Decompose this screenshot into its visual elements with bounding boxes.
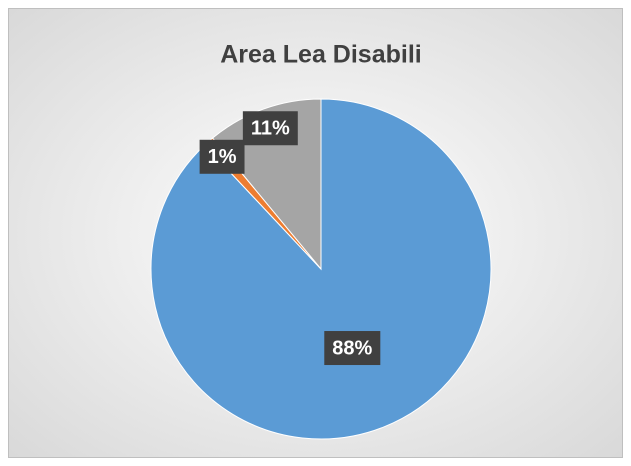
- pie-slice: [150, 98, 492, 440]
- data-label: 1%: [208, 146, 237, 168]
- data-label-box: [242, 111, 298, 146]
- chart-title: Area Lea Disabili: [220, 41, 421, 69]
- data-label-box: [324, 331, 381, 366]
- data-label-box: [199, 139, 245, 174]
- data-label: 11%: [251, 118, 290, 140]
- data-label: 88%: [332, 337, 372, 359]
